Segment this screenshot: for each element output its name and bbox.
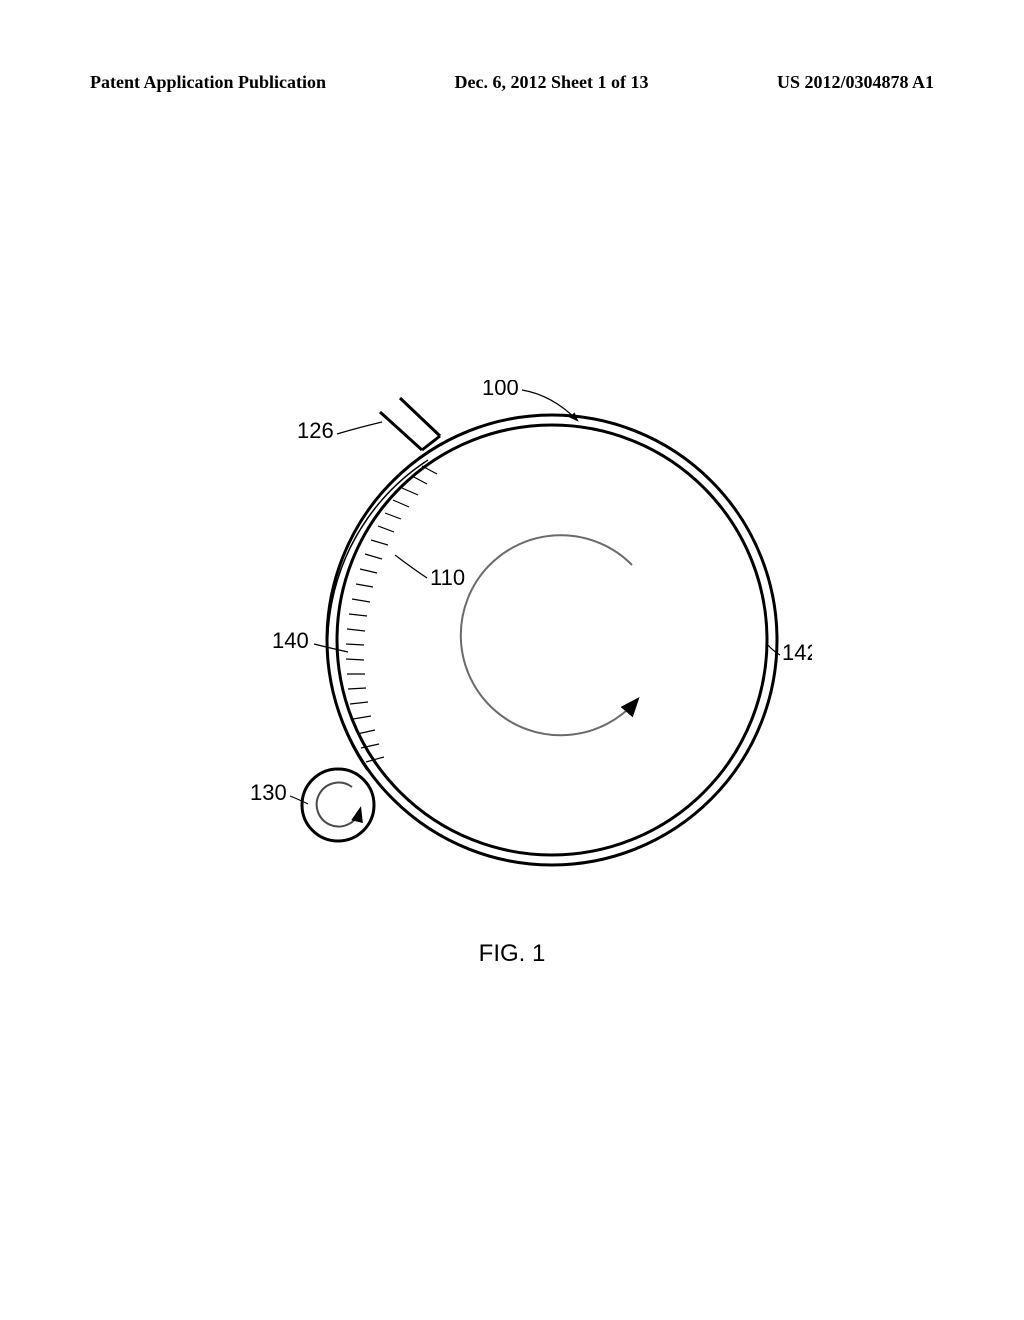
main-ring-inner: [337, 425, 767, 855]
label-140: 140: [272, 628, 309, 653]
header-left: Patent Application Publication: [90, 72, 326, 93]
header-right: US 2012/0304878 A1: [777, 72, 934, 93]
inlet-126: [380, 398, 440, 450]
label-130: 130: [250, 780, 287, 805]
label-110: 110: [430, 565, 465, 590]
main-ring-outer: [327, 415, 777, 865]
leader-126: [337, 422, 382, 434]
main-rotation-arrow: [461, 535, 637, 735]
figure-svg: 100 126 110 140 142 130: [212, 380, 812, 900]
leader-140: [314, 644, 348, 652]
label-100: 100: [482, 380, 519, 400]
label-126: 126: [297, 418, 334, 443]
page-header: Patent Application Publication Dec. 6, 2…: [0, 72, 1024, 93]
leader-110: [395, 555, 427, 578]
roller-outer: [302, 769, 374, 841]
header-center: Dec. 6, 2012 Sheet 1 of 13: [455, 72, 649, 93]
label-142: 142: [782, 640, 812, 665]
figure-caption: FIG. 1: [479, 940, 546, 968]
hatch-inner-arc: [328, 460, 428, 770]
hatch-marks: [346, 466, 437, 762]
figure-1: 100 126 110 140 142 130: [212, 380, 812, 900]
